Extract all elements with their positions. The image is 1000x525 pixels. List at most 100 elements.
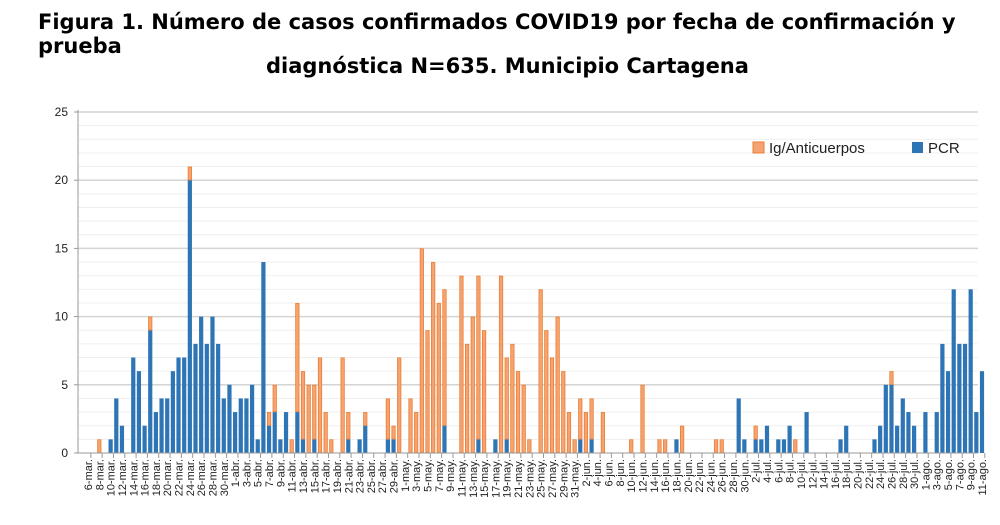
- bar-pcr: [278, 439, 283, 453]
- x-tick-label: 31-may.: [570, 459, 582, 498]
- bar-ig-anticuerpos: [549, 357, 555, 454]
- x-tick-label: 22-jul.: [864, 459, 876, 489]
- x-tick-label: 17-may.: [490, 459, 502, 498]
- bar-pcr: [255, 439, 260, 453]
- bar-ig-anticuerpos: [317, 357, 323, 454]
- x-tick-label: 24-jul.: [875, 459, 887, 489]
- bar-pcr: [346, 439, 351, 453]
- bar-ig-anticuerpos: [476, 275, 481, 440]
- x-tick-label: 14-jul.: [819, 459, 831, 489]
- bar-pcr: [736, 398, 741, 453]
- x-tick-label: 22-mar.: [174, 459, 186, 496]
- x-tick-label: 7-abr.: [264, 459, 276, 487]
- x-tick-label: 26-mar.: [196, 459, 208, 496]
- bar-ig-anticuerpos: [504, 357, 509, 440]
- bar-ig-anticuerpos: [312, 384, 317, 440]
- x-tick-label: 18-jul.: [841, 459, 853, 489]
- bar-pcr: [742, 439, 747, 453]
- bar-ig-anticuerpos: [498, 275, 504, 453]
- x-tick-label: 30-jul.: [909, 459, 921, 489]
- x-tick-label: 16-mar.: [140, 459, 152, 496]
- x-tick-label: 6-jul.: [773, 459, 785, 483]
- x-tick-label: 21-may.: [513, 459, 525, 498]
- legend-swatch-ig: [752, 141, 765, 154]
- bar-ig-anticuerpos: [555, 316, 560, 454]
- x-tick-label: 12-mar.: [117, 459, 129, 496]
- bar-ig-anticuerpos: [538, 289, 543, 454]
- bar-ig-anticuerpos: [187, 166, 192, 181]
- x-tick-label: 9-may.: [445, 459, 457, 492]
- bar-ig-anticuerpos: [719, 439, 724, 454]
- bar-ig-anticuerpos: [397, 357, 402, 454]
- y-tick-label: 10: [55, 310, 69, 324]
- bar-ig-anticuerpos: [340, 357, 345, 454]
- x-tick-label: 10-jul.: [796, 459, 808, 489]
- y-tick-label: 20: [55, 173, 69, 187]
- x-tick-label: 11-may.: [456, 459, 468, 497]
- bar-ig-anticuerpos: [266, 412, 272, 426]
- bar-pcr: [272, 412, 277, 453]
- x-tick-label: 20-mar.: [162, 459, 174, 496]
- bar-ig-anticuerpos: [97, 439, 102, 454]
- x-tick-label: 24-jun.: [705, 459, 717, 493]
- x-tick-label: 6-mar.: [83, 459, 95, 490]
- bar-ig-anticuerpos: [431, 262, 436, 454]
- x-tick-label: 23-abr.: [355, 459, 367, 493]
- bar-pcr: [895, 425, 900, 453]
- x-tick-label: 11-ago.: [977, 459, 989, 496]
- bar-pcr: [187, 180, 192, 453]
- x-tick-label: 6-jun.: [604, 459, 616, 487]
- bar-pcr: [951, 289, 956, 453]
- x-tick-label: 16-jun.: [660, 459, 672, 493]
- bar-pcr: [391, 439, 396, 453]
- x-tick-label: 30-mar.: [219, 459, 231, 496]
- bar-pcr: [759, 439, 764, 453]
- bar-ig-anticuerpos: [527, 439, 532, 454]
- bar-ig-anticuerpos: [515, 371, 521, 453]
- bar-pcr: [578, 439, 583, 453]
- bar-pcr: [493, 439, 498, 453]
- bar-ig-anticuerpos: [663, 439, 668, 454]
- bar-ig-anticuerpos: [442, 289, 447, 426]
- x-tick-label: 4-jul.: [762, 459, 774, 483]
- bar-pcr: [108, 439, 113, 453]
- bar-ig-anticuerpos: [544, 330, 549, 454]
- x-tick-label: 28-jun.: [728, 459, 740, 493]
- bar-pcr: [170, 371, 175, 453]
- x-tick-label: 5-may.: [422, 459, 434, 492]
- chart-title-line-1: Figura 1. Número de casos confirmados CO…: [38, 10, 956, 58]
- bar-ig-anticuerpos: [640, 384, 645, 454]
- bar-ig-anticuerpos: [470, 316, 475, 454]
- bar-pcr: [674, 439, 679, 453]
- bar-pcr: [216, 343, 221, 453]
- x-tick-label: 2-jun.: [581, 459, 593, 487]
- x-tick-label: 28-jul.: [898, 459, 910, 489]
- bar-pcr: [221, 398, 226, 453]
- x-tick-label: 26-jun.: [717, 459, 729, 493]
- bar-pcr: [476, 439, 481, 453]
- x-tick-label: 15-may.: [479, 459, 491, 498]
- bar-ig-anticuerpos: [306, 384, 311, 454]
- x-tick-label: 7-may.: [434, 459, 446, 492]
- bar-ig-anticuerpos: [300, 371, 306, 440]
- x-tick-label: 16-jul.: [830, 459, 842, 489]
- bar-ig-anticuerpos: [600, 412, 605, 454]
- x-tick-label: 8-jul.: [785, 459, 797, 483]
- bar-pcr: [238, 398, 243, 453]
- bar-pcr: [900, 398, 905, 453]
- bar-ig-anticuerpos: [561, 371, 566, 453]
- x-tick-label: 14-jun.: [649, 459, 661, 493]
- bar-pcr: [249, 384, 255, 453]
- bar-ig-anticuerpos: [583, 412, 589, 454]
- bar-ig-anticuerpos: [481, 330, 487, 454]
- bar-pcr: [148, 330, 153, 453]
- x-tick-label: 3-ago.: [932, 459, 944, 490]
- bar-ig-anticuerpos: [408, 398, 413, 453]
- bar-pcr: [968, 289, 973, 453]
- x-tick-label: 12-jul.: [807, 459, 819, 489]
- bar-pcr: [979, 371, 985, 453]
- x-tick-label: 13-may.: [468, 459, 480, 498]
- bar-pcr: [357, 439, 362, 453]
- x-tick-label: 22-jun.: [694, 459, 706, 493]
